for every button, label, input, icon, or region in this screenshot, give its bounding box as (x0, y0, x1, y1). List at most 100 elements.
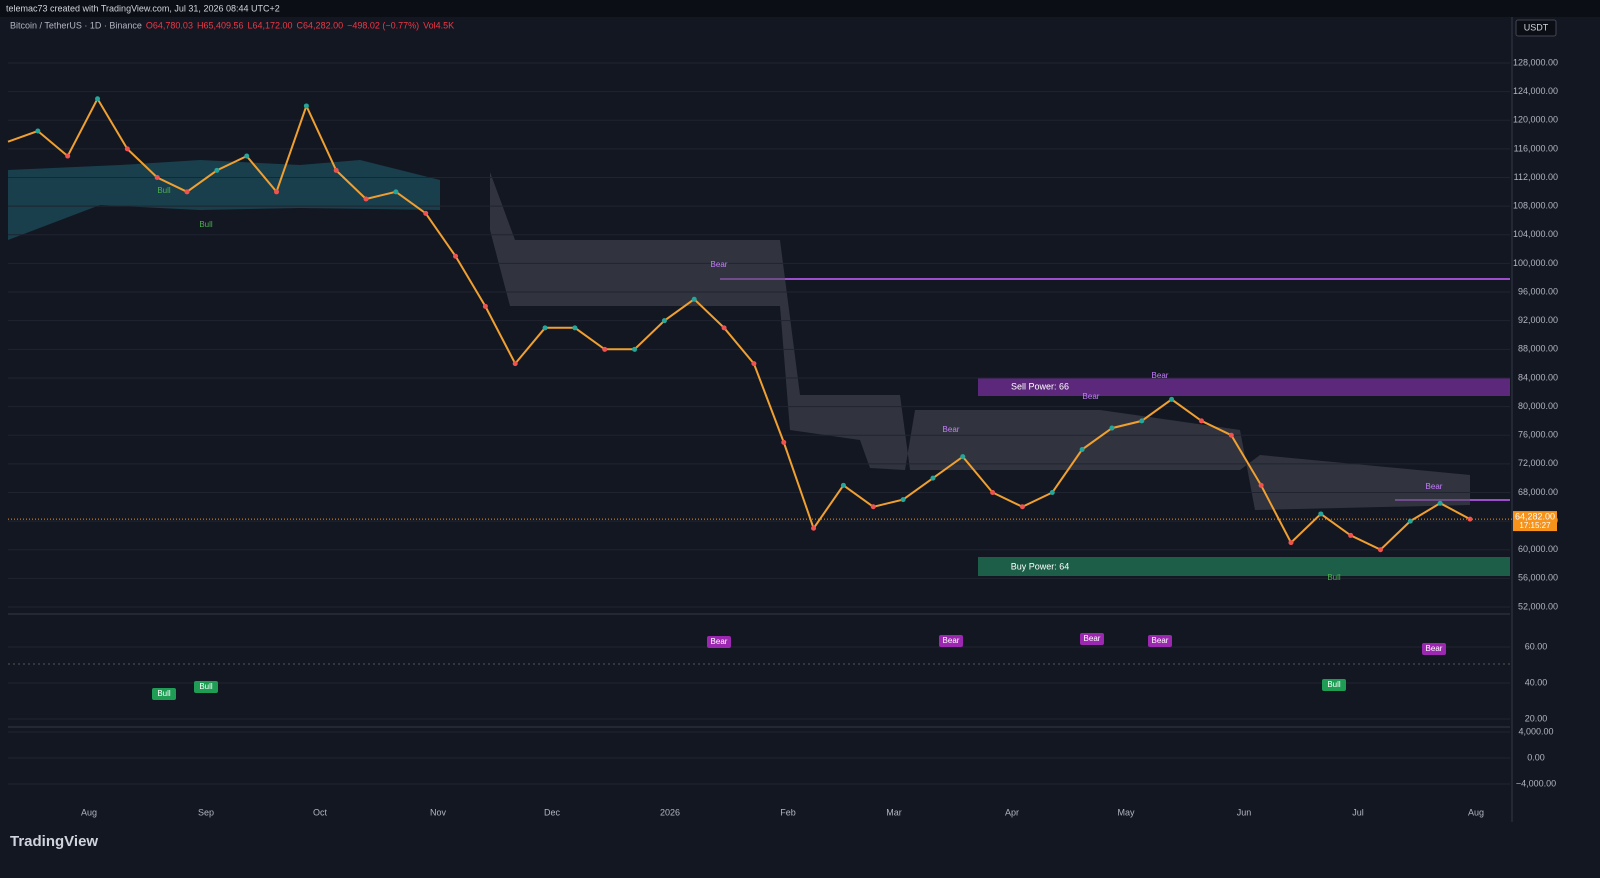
price-tick-label: 92,000.00 (1518, 315, 1558, 325)
price-point (781, 439, 787, 445)
price-point (751, 361, 757, 367)
price-tick-label: 100,000.00 (1513, 258, 1558, 268)
price-point (244, 153, 250, 159)
price-point (1348, 532, 1354, 538)
symbol: Bitcoin / TetherUS · 1D · Binance (10, 20, 142, 30)
price-point (1407, 518, 1413, 524)
price-point (632, 346, 638, 352)
price-tick-label: 96,000.00 (1518, 286, 1558, 296)
logo: TradingView (10, 833, 98, 850)
price-point (900, 497, 906, 503)
rsi-signal-label: Bull (157, 689, 171, 698)
price-point (811, 525, 817, 531)
price-tick-label: 108,000.00 (1513, 201, 1558, 211)
price-tick-label: 68,000.00 (1518, 487, 1558, 497)
time-label: Aug (81, 807, 97, 817)
cloud (490, 172, 1470, 510)
rsi-signal-label: Bear (711, 637, 728, 646)
price-point (184, 189, 190, 195)
ohlc-value: H65,409.56 (197, 20, 244, 30)
price-point (214, 167, 220, 173)
price-point (870, 504, 876, 510)
price-tick-label: 104,000.00 (1513, 229, 1558, 239)
rsi-signal-badge (1080, 633, 1104, 645)
rsi-signal-badge (1422, 643, 1446, 655)
price-tick-label: 72,000.00 (1518, 458, 1558, 468)
countdown: 17:15:27 (1519, 521, 1551, 530)
time-label: Dec (544, 807, 561, 817)
time-label: May (1117, 807, 1135, 817)
price-point (1377, 547, 1383, 553)
price-tick-label: 80,000.00 (1518, 401, 1558, 411)
rsi-tick-label: 60.00 (1525, 641, 1548, 651)
top-bar (0, 0, 1600, 17)
price-point (602, 346, 608, 352)
price-point (1019, 504, 1025, 510)
rsi-signal-badge (152, 688, 176, 700)
ohlc-value: L64,172.00 (248, 20, 293, 30)
price-point (1198, 418, 1204, 424)
time-label: Jul (1352, 807, 1364, 817)
price-point (1288, 540, 1294, 546)
signal-label: Bull (1327, 573, 1341, 582)
time-label: Jun (1237, 807, 1252, 817)
price-tick-label: 116,000.00 (1514, 143, 1558, 153)
price-point (274, 189, 280, 195)
time-label: Nov (430, 807, 447, 817)
price-point (363, 196, 369, 202)
price-tick-label: 120,000.00 (1513, 115, 1558, 125)
last-price-box (1513, 511, 1557, 532)
price-point (1258, 482, 1264, 488)
last-price: 64,282.00 (1515, 511, 1555, 521)
time-label: Apr (1005, 807, 1019, 817)
price-point (542, 325, 548, 331)
signal-label: Bear (1083, 392, 1100, 401)
price-point (990, 489, 996, 495)
sell-power-zone (978, 378, 1510, 396)
price-point (512, 361, 518, 367)
rsi-signal-label: Bear (1084, 634, 1101, 643)
price-point (1467, 516, 1473, 522)
rsi-tick-label: 40.00 (1525, 677, 1548, 687)
rsi-signal-label: Bull (1327, 680, 1341, 689)
price-point (960, 454, 966, 460)
price-tick-label: 88,000.00 (1518, 344, 1558, 354)
price-point (1169, 396, 1175, 402)
credit: telemac73 created with TradingView.com, … (6, 3, 280, 13)
price-line (7, 96, 1471, 551)
price-point (1437, 500, 1443, 506)
time-label: Aug (1468, 807, 1484, 817)
signal-label: Bear (943, 425, 960, 434)
price-point (1318, 511, 1324, 517)
price-point (1139, 418, 1145, 424)
macd-tick-label: −4,000.00 (1516, 778, 1556, 788)
price-tick-label: 84,000.00 (1518, 372, 1558, 382)
price-point (840, 482, 846, 488)
price-tick-label: 124,000.00 (1513, 86, 1558, 96)
signal-label: Bear (1426, 482, 1443, 491)
time-label: Oct (313, 807, 328, 817)
signal-label: Bear (1152, 371, 1169, 380)
macd-tick-label: 4,000.00 (1518, 726, 1553, 736)
price-point (124, 146, 130, 152)
price-point (572, 325, 578, 331)
macd-tick-label: 0.00 (1527, 752, 1545, 762)
price-point (661, 318, 667, 324)
price-tick-label: 60,000.00 (1518, 544, 1558, 554)
price-point (1109, 425, 1115, 431)
price-point (423, 210, 429, 216)
price-tick-label: 56,000.00 (1518, 573, 1558, 583)
time-label: Sep (198, 807, 214, 817)
rsi-signal-badge (707, 636, 731, 648)
price-point (393, 189, 399, 195)
price-tick-label: 52,000.00 (1518, 601, 1558, 611)
rsi-signal-label: Bear (1152, 636, 1169, 645)
ohlc-value: O64,780.03 (146, 20, 193, 30)
ohlc-value: −498.02 (−0.77%) (347, 20, 419, 30)
price-point (1079, 447, 1085, 453)
rsi-signal-label: Bear (1426, 644, 1443, 653)
price-point (1228, 432, 1234, 438)
rsi-signal-badge (1148, 635, 1172, 647)
